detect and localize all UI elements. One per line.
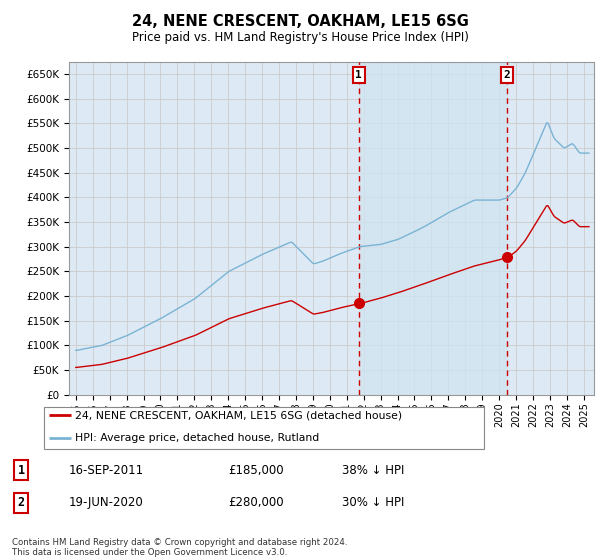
Text: 24, NENE CRESCENT, OAKHAM, LE15 6SG (detached house): 24, NENE CRESCENT, OAKHAM, LE15 6SG (det… (76, 410, 403, 421)
Text: 38% ↓ HPI: 38% ↓ HPI (342, 464, 404, 477)
Text: 1: 1 (355, 70, 362, 80)
Text: 2: 2 (17, 496, 25, 509)
Text: HPI: Average price, detached house, Rutland: HPI: Average price, detached house, Rutl… (76, 433, 320, 444)
Text: 16-SEP-2011: 16-SEP-2011 (69, 464, 144, 477)
Bar (359, 62, 507, 395)
Text: 2: 2 (503, 70, 511, 80)
Text: Contains HM Land Registry data © Crown copyright and database right 2024.
This d: Contains HM Land Registry data © Crown c… (12, 538, 347, 557)
FancyBboxPatch shape (44, 407, 484, 449)
Text: £185,000: £185,000 (228, 464, 284, 477)
Text: 24, NENE CRESCENT, OAKHAM, LE15 6SG: 24, NENE CRESCENT, OAKHAM, LE15 6SG (131, 14, 469, 29)
Text: 1: 1 (17, 464, 25, 477)
Text: 19-JUN-2020: 19-JUN-2020 (69, 496, 144, 509)
Text: 30% ↓ HPI: 30% ↓ HPI (342, 496, 404, 509)
Text: Price paid vs. HM Land Registry's House Price Index (HPI): Price paid vs. HM Land Registry's House … (131, 31, 469, 44)
Text: £280,000: £280,000 (228, 496, 284, 509)
